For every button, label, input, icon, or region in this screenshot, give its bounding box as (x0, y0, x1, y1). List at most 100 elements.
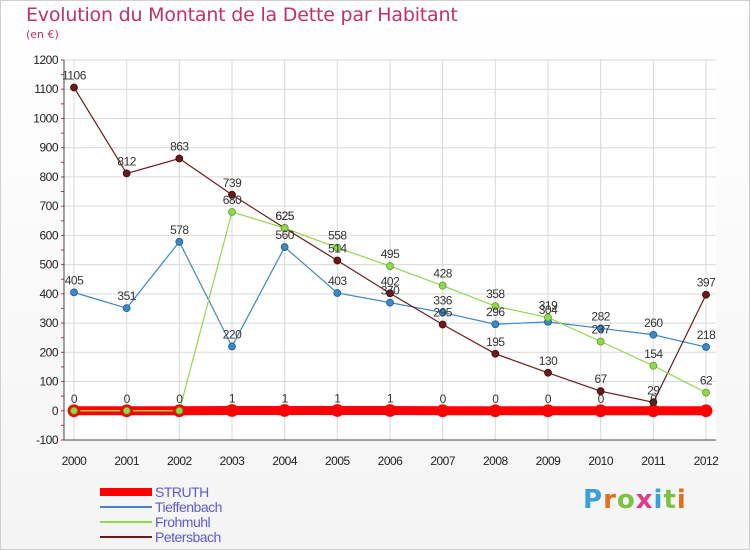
data-point-struth (436, 404, 450, 418)
x-tick-label: 2002 (167, 454, 193, 468)
data-point-frohmuhl (228, 208, 236, 216)
data-point-petersbach (122, 169, 131, 178)
data-label-struth: 1 (387, 391, 394, 405)
data-point-tieffenbach (122, 304, 131, 313)
data-point-petersbach (70, 83, 78, 92)
data-label-petersbach: 625 (275, 209, 294, 223)
y-tick-label: 0 (52, 404, 59, 418)
data-point-petersbach (649, 398, 658, 407)
y-tick-label: 100 (39, 375, 58, 389)
legend-item-struth: STRUTH (100, 484, 320, 500)
chart-title: Evolution du Montant de la Dette par Hab… (26, 4, 458, 26)
x-tick-label: 2009 (536, 454, 562, 468)
x-tick-label: 2004 (272, 454, 298, 468)
logo-letter: i (653, 485, 664, 515)
data-point-petersbach (175, 154, 184, 163)
data-label-tieffenbach: 296 (486, 305, 505, 319)
x-tick-label: 2005 (325, 454, 351, 468)
data-label-tieffenbach: 405 (65, 273, 84, 287)
x-tick-label: 2012 (694, 454, 720, 468)
y-tick-label: 1100 (34, 82, 59, 96)
logo-letter: o (616, 485, 636, 515)
data-point-petersbach (702, 290, 710, 299)
data-label-struth: 0 (492, 392, 499, 406)
data-label-frohmuhl: 154 (644, 347, 663, 361)
y-tick-label: 1200 (33, 53, 59, 67)
data-label-struth: 0 (71, 392, 78, 406)
data-label-petersbach: 195 (486, 335, 505, 349)
data-label-tieffenbach: 351 (117, 289, 136, 303)
y-tick-label: 500 (39, 258, 58, 272)
data-point-frohmuhl (649, 361, 658, 370)
x-tick-label: 2010 (588, 454, 614, 468)
data-point-petersbach (491, 349, 500, 358)
data-point-tieffenbach (649, 330, 658, 339)
data-label-struth: 0 (440, 392, 447, 406)
data-label-petersbach: 130 (539, 354, 558, 368)
data-point-struth (330, 404, 344, 417)
logo-letter: r (603, 485, 617, 515)
logo-letter: x (635, 485, 654, 515)
data-label-frohmuhl: 680 (223, 193, 242, 207)
data-point-petersbach (438, 320, 447, 329)
x-tick-label: 2001 (114, 454, 140, 468)
x-tick-label: 2008 (483, 454, 509, 468)
legend-item-petersbach: Petersbach (100, 529, 320, 545)
data-point-struth (541, 404, 555, 418)
x-tick-label: 2007 (430, 454, 456, 468)
data-label-tieffenbach: 578 (170, 223, 189, 237)
data-point-petersbach (333, 256, 342, 265)
data-label-struth: 1 (229, 391, 236, 405)
data-point-tieffenbach (280, 243, 289, 251)
data-point-struth (225, 404, 239, 417)
legend-label: Tieffenbach (155, 499, 222, 515)
data-label-tieffenbach: 260 (644, 316, 663, 330)
legend-swatch (100, 536, 152, 538)
data-point-frohmuhl (596, 337, 605, 346)
legend-swatch (100, 506, 152, 508)
data-point-frohmuhl (491, 302, 500, 311)
data-label-tieffenbach: 218 (697, 328, 716, 342)
data-label-petersbach: 402 (381, 274, 400, 288)
data-point-struth (699, 404, 713, 418)
y-tick-label: 600 (39, 228, 58, 242)
data-label-petersbach: 739 (223, 176, 242, 190)
data-label-struth: 1 (334, 391, 341, 405)
data-point-tieffenbach (702, 343, 710, 351)
data-point-petersbach (596, 387, 605, 396)
y-tick-label: 900 (39, 141, 58, 155)
data-label-frohmuhl: 237 (591, 322, 610, 336)
data-point-struth (488, 404, 502, 418)
legend-item-tieffenbach: Tieffenbach (100, 499, 320, 515)
data-label-petersbach: 397 (697, 276, 716, 290)
data-point-tieffenbach (70, 288, 78, 297)
data-point-tieffenbach (491, 320, 500, 329)
data-label-tieffenbach: 370 (381, 284, 400, 298)
data-label-petersbach: 514 (328, 242, 347, 256)
data-label-frohmuhl: 358 (486, 287, 505, 301)
data-point-tieffenbach (386, 298, 394, 307)
data-label-tieffenbach: 220 (223, 327, 242, 341)
data-point-tieffenbach (175, 237, 184, 246)
data-point-tieffenbach (438, 308, 447, 317)
data-label-frohmuhl: 558 (328, 229, 347, 243)
x-tick-label: 2011 (641, 454, 666, 468)
data-point-frohmuhl (702, 388, 710, 397)
logo-letter: t (663, 485, 677, 515)
data-label-tieffenbach: 282 (591, 309, 610, 323)
legend-label: Frohmuhl (155, 514, 211, 530)
data-label-struth: 0 (545, 392, 552, 406)
data-point-petersbach (228, 190, 236, 199)
data-label-frohmuhl: 62 (700, 374, 713, 388)
legend-label: STRUTH (155, 484, 209, 500)
data-point-tieffenbach (596, 324, 605, 333)
data-point-frohmuhl (70, 406, 78, 415)
chart-subtitle: (en €) (26, 28, 59, 41)
data-label-petersbach: 67 (594, 372, 607, 386)
data-point-frohmuhl (280, 224, 289, 232)
data-label-frohmuhl: 319 (539, 299, 558, 313)
data-point-struth (383, 404, 397, 417)
logo-letter: i (676, 485, 687, 515)
data-point-frohmuhl (175, 406, 184, 415)
legend-label: Petersbach (155, 529, 221, 545)
